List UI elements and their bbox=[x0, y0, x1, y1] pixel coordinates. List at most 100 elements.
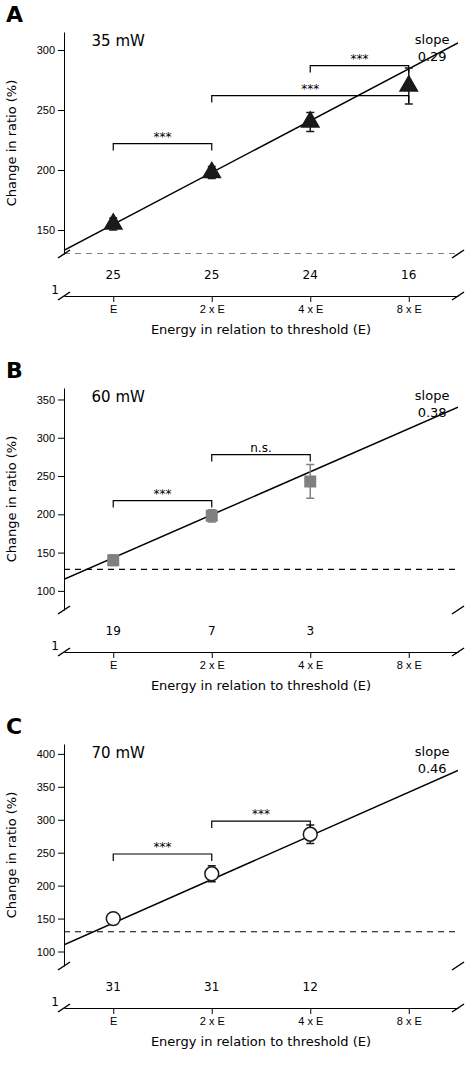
x-tick-mark bbox=[113, 296, 114, 302]
regression-line bbox=[64, 407, 458, 579]
point bbox=[106, 912, 120, 926]
figure: 150200250300E2 x E4 x E8 x E*********35 … bbox=[0, 0, 474, 1068]
y-axis: 100150200250300350400 bbox=[37, 745, 65, 967]
x-axis-line bbox=[65, 1008, 459, 1009]
y-tick-label: 100 bbox=[37, 585, 55, 597]
y-tick-mark bbox=[58, 230, 64, 231]
n-value: 12 bbox=[303, 980, 318, 994]
significance-label: *** bbox=[351, 52, 369, 66]
panel-title: 70 mW bbox=[92, 744, 145, 762]
y-tick-mark bbox=[58, 853, 64, 854]
point bbox=[108, 555, 118, 565]
y-tick: 300 bbox=[37, 814, 64, 826]
axis-break-mark bbox=[452, 250, 464, 258]
y-tick-label: 350 bbox=[37, 394, 55, 406]
x-tick-mark bbox=[212, 1008, 213, 1014]
reference-line bbox=[64, 931, 458, 932]
x-tick-mark bbox=[409, 296, 410, 302]
significance-bracket bbox=[212, 96, 409, 103]
x-tick: 2 x E bbox=[200, 296, 225, 315]
panel-label: C bbox=[6, 714, 22, 739]
axis-break-mark bbox=[452, 606, 464, 614]
x-tick-mark bbox=[310, 652, 311, 658]
y-tick-mark bbox=[58, 919, 64, 920]
x-tick-mark bbox=[310, 296, 311, 302]
significance-label: *** bbox=[301, 82, 319, 96]
slope-text: slope bbox=[415, 32, 450, 47]
slope-text: slope bbox=[415, 744, 450, 759]
reference-line bbox=[64, 569, 458, 570]
x-tick: 4 x E bbox=[298, 1008, 323, 1027]
axis-break-label: 1 bbox=[51, 283, 59, 297]
y-tick-mark bbox=[58, 438, 64, 439]
y-tick-mark bbox=[58, 399, 64, 400]
axis-break-mark bbox=[58, 292, 70, 300]
y-tick-label: 300 bbox=[37, 432, 55, 444]
panel: 150200250300E2 x E4 x E8 x E*********35 … bbox=[4, 2, 464, 337]
y-tick-mark bbox=[58, 952, 64, 953]
significance-bracket bbox=[212, 821, 311, 828]
x-tick-mark bbox=[409, 652, 410, 658]
x-axis-line bbox=[65, 296, 459, 297]
y-axis: 150200250300 bbox=[37, 33, 65, 255]
y-tick: 150 bbox=[37, 913, 64, 925]
y-tick: 200 bbox=[37, 508, 64, 520]
x-axis-title: Energy in relation to threshold (E) bbox=[151, 678, 371, 693]
panel: 100150200250300350400E2 x E4 x E8 x E***… bbox=[4, 714, 464, 1049]
y-tick-label: 250 bbox=[37, 847, 55, 859]
slope-text: 0.46 bbox=[418, 761, 447, 776]
background bbox=[0, 0, 474, 1068]
regression-line bbox=[64, 770, 458, 945]
regression-line bbox=[64, 43, 458, 251]
y-axis-line bbox=[64, 33, 65, 255]
brackets bbox=[113, 66, 409, 151]
n-value: 25 bbox=[106, 268, 121, 282]
y-tick: 400 bbox=[37, 748, 64, 760]
y-tick-label: 200 bbox=[37, 164, 55, 176]
x-tick-label: E bbox=[110, 659, 117, 671]
axis-break-mark bbox=[58, 648, 70, 656]
y-tick: 250 bbox=[37, 847, 64, 859]
significance-bracket bbox=[212, 455, 311, 462]
plot-marks bbox=[64, 770, 458, 945]
y-axis-title: Change in ratio (%) bbox=[4, 792, 19, 919]
y-tick: 200 bbox=[37, 164, 64, 176]
significance-label: n.s. bbox=[250, 441, 272, 455]
slope-text: 0.29 bbox=[418, 49, 447, 64]
y-axis-title: Change in ratio (%) bbox=[4, 436, 19, 563]
panel-label: A bbox=[6, 2, 23, 27]
n-value: 16 bbox=[401, 268, 416, 282]
y-tick: 300 bbox=[37, 432, 64, 444]
x-axis-title: Energy in relation to threshold (E) bbox=[151, 1034, 371, 1049]
significance-label: *** bbox=[154, 130, 172, 144]
x-tick: E bbox=[110, 296, 117, 315]
y-tick-label: 300 bbox=[37, 44, 55, 56]
x-tick-label: E bbox=[110, 303, 117, 315]
n-value: 31 bbox=[106, 980, 121, 994]
axis-break-mark bbox=[58, 962, 70, 970]
x-tick: 2 x E bbox=[200, 652, 225, 671]
point bbox=[305, 476, 315, 486]
x-tick: 8 x E bbox=[397, 296, 422, 315]
y-tick-mark bbox=[58, 110, 64, 111]
x-tick: 8 x E bbox=[397, 1008, 422, 1027]
y-tick: 100 bbox=[37, 585, 64, 597]
y-tick: 250 bbox=[37, 104, 64, 116]
panel-label: B bbox=[6, 358, 23, 383]
y-tick-mark bbox=[58, 886, 64, 887]
x-axis: E2 x E4 x E8 x E bbox=[65, 1008, 459, 1027]
x-tick-mark bbox=[212, 296, 213, 302]
point bbox=[400, 76, 417, 91]
x-tick-label: 2 x E bbox=[200, 303, 225, 315]
panel: 100150200250300350E2 x E4 x E8 x E***n.s… bbox=[4, 358, 464, 693]
point bbox=[105, 214, 122, 229]
significance-bracket bbox=[310, 66, 409, 73]
y-axis-title: Change in ratio (%) bbox=[4, 80, 19, 207]
x-axis: E2 x E4 x E8 x E bbox=[65, 652, 459, 671]
x-tick-label: 4 x E bbox=[298, 659, 323, 671]
x-tick: 4 x E bbox=[298, 296, 323, 315]
y-tick-mark bbox=[58, 50, 64, 51]
y-tick: 250 bbox=[37, 470, 64, 482]
n-value: 31 bbox=[204, 980, 219, 994]
y-tick-mark bbox=[58, 514, 64, 515]
